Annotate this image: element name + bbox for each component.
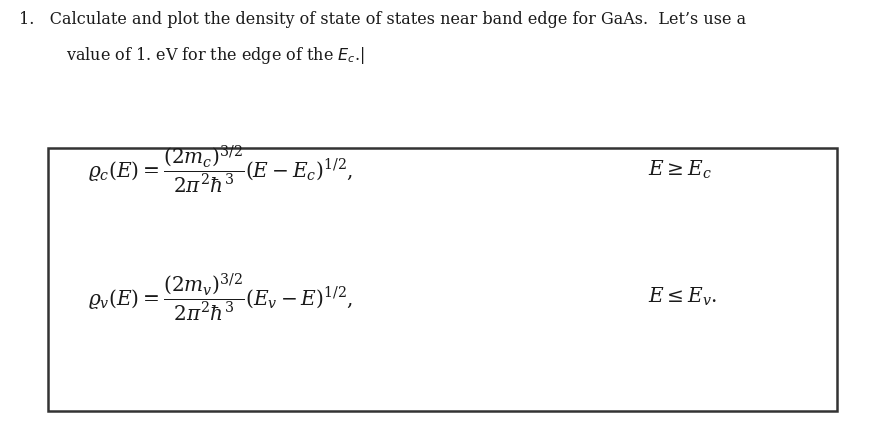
- Text: $\varrho_v(E) = \dfrac{(2m_v)^{3/2}}{2\pi^2\hbar^3}(E_v - E)^{1/2},$: $\varrho_v(E) = \dfrac{(2m_v)^{3/2}}{2\p…: [88, 271, 353, 323]
- Text: 1.   Calculate and plot the density of state of states near band edge for GaAs. : 1. Calculate and plot the density of sta…: [19, 11, 746, 28]
- Text: value of 1. eV for the edge of the $E_c$.|: value of 1. eV for the edge of the $E_c$…: [66, 45, 364, 66]
- FancyBboxPatch shape: [48, 148, 837, 411]
- Text: $E \leq E_v.$: $E \leq E_v.$: [648, 286, 717, 308]
- Text: $E \geq E_c$: $E \geq E_c$: [648, 159, 712, 181]
- Text: $\varrho_c(E) = \dfrac{(2m_c)^{3/2}}{2\pi^2\hbar^3}(E - E_c)^{1/2},$: $\varrho_c(E) = \dfrac{(2m_c)^{3/2}}{2\p…: [88, 144, 352, 195]
